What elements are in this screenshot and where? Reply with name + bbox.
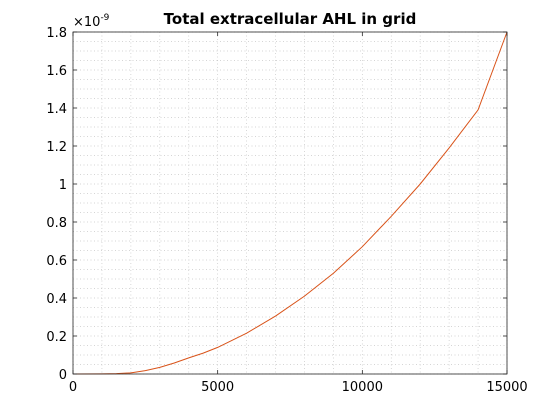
chart-title: Total extracellular AHL in grid [164, 10, 417, 28]
x-tick-label: 0 [69, 380, 77, 395]
y-tick-label: 0.8 [46, 216, 67, 231]
x-tick-label: 10000 [342, 380, 383, 395]
tick-labels: 0 5000 10000 15000 0 0.2 0.4 0.6 0.8 1 1.2 1.4 1.6 1.… [46, 26, 527, 395]
y-exponent-label: ×10-9 [73, 13, 110, 30]
y-tick-label: 1.4 [46, 102, 67, 117]
y-exponent-power: -9 [100, 13, 109, 23]
plot-frame [72, 31, 508, 375]
y-tick-label: 1 [59, 178, 67, 193]
series-group [72, 31, 508, 375]
y-tick-label: 0.6 [46, 254, 67, 269]
y-tick-label: 0.2 [46, 330, 67, 345]
y-tick-label: 1.8 [46, 26, 67, 41]
ticks [72, 31, 508, 375]
y-tick-label: 1.6 [46, 64, 67, 79]
grid [72, 31, 508, 375]
y-tick-label: 1.2 [46, 140, 67, 155]
data-series-line-0 [72, 31, 508, 375]
y-tick-label: 0.4 [46, 292, 67, 307]
y-tick-label: 0 [59, 368, 67, 383]
y-exponent-base: ×10 [73, 15, 100, 30]
x-tick-label: 5000 [201, 380, 234, 395]
x-tick-label: 15000 [486, 380, 527, 395]
